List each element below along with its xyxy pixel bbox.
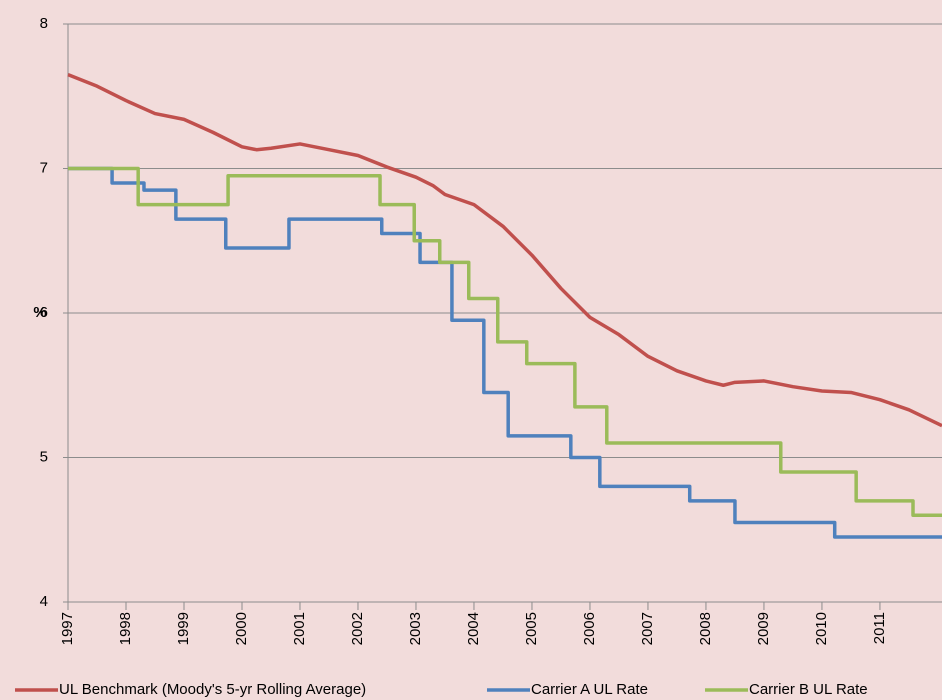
- y-tick-label: 5: [40, 448, 48, 465]
- x-tick-label: 2003: [407, 612, 424, 645]
- y-tick-label: 8: [40, 15, 48, 32]
- x-tick-label: 2001: [291, 612, 308, 645]
- y-tick-label: 6: [40, 304, 48, 321]
- y-tick-label: 4: [40, 593, 48, 610]
- x-tick-label: 2005: [523, 612, 540, 645]
- x-tick-label: 2011: [871, 612, 888, 644]
- x-tick-label: 2002: [349, 612, 366, 645]
- x-tick-label: 2006: [581, 612, 598, 645]
- x-tick-label: 2009: [755, 612, 772, 645]
- legend-label: UL Benchmark (Moody's 5-yr Rolling Avera…: [59, 681, 366, 698]
- legend-label: Carrier A UL Rate: [531, 681, 648, 698]
- x-tick-label: 2008: [697, 612, 714, 645]
- x-tick-label: 1999: [175, 612, 192, 645]
- y-axis-label: %: [33, 304, 46, 321]
- y-tick-label: 7: [40, 159, 48, 176]
- x-tick-label: 2007: [639, 612, 656, 645]
- x-tick-label: 1998: [117, 612, 134, 645]
- x-tick-label: 2010: [813, 612, 830, 645]
- x-tick-label: 1997: [59, 612, 76, 645]
- legend-label: Carrier B UL Rate: [749, 681, 868, 698]
- x-tick-label: 2000: [233, 612, 250, 645]
- series-line: [68, 166, 942, 518]
- series-line: [68, 166, 942, 539]
- x-tick-label: 2004: [465, 612, 482, 645]
- series-line: [67, 72, 942, 428]
